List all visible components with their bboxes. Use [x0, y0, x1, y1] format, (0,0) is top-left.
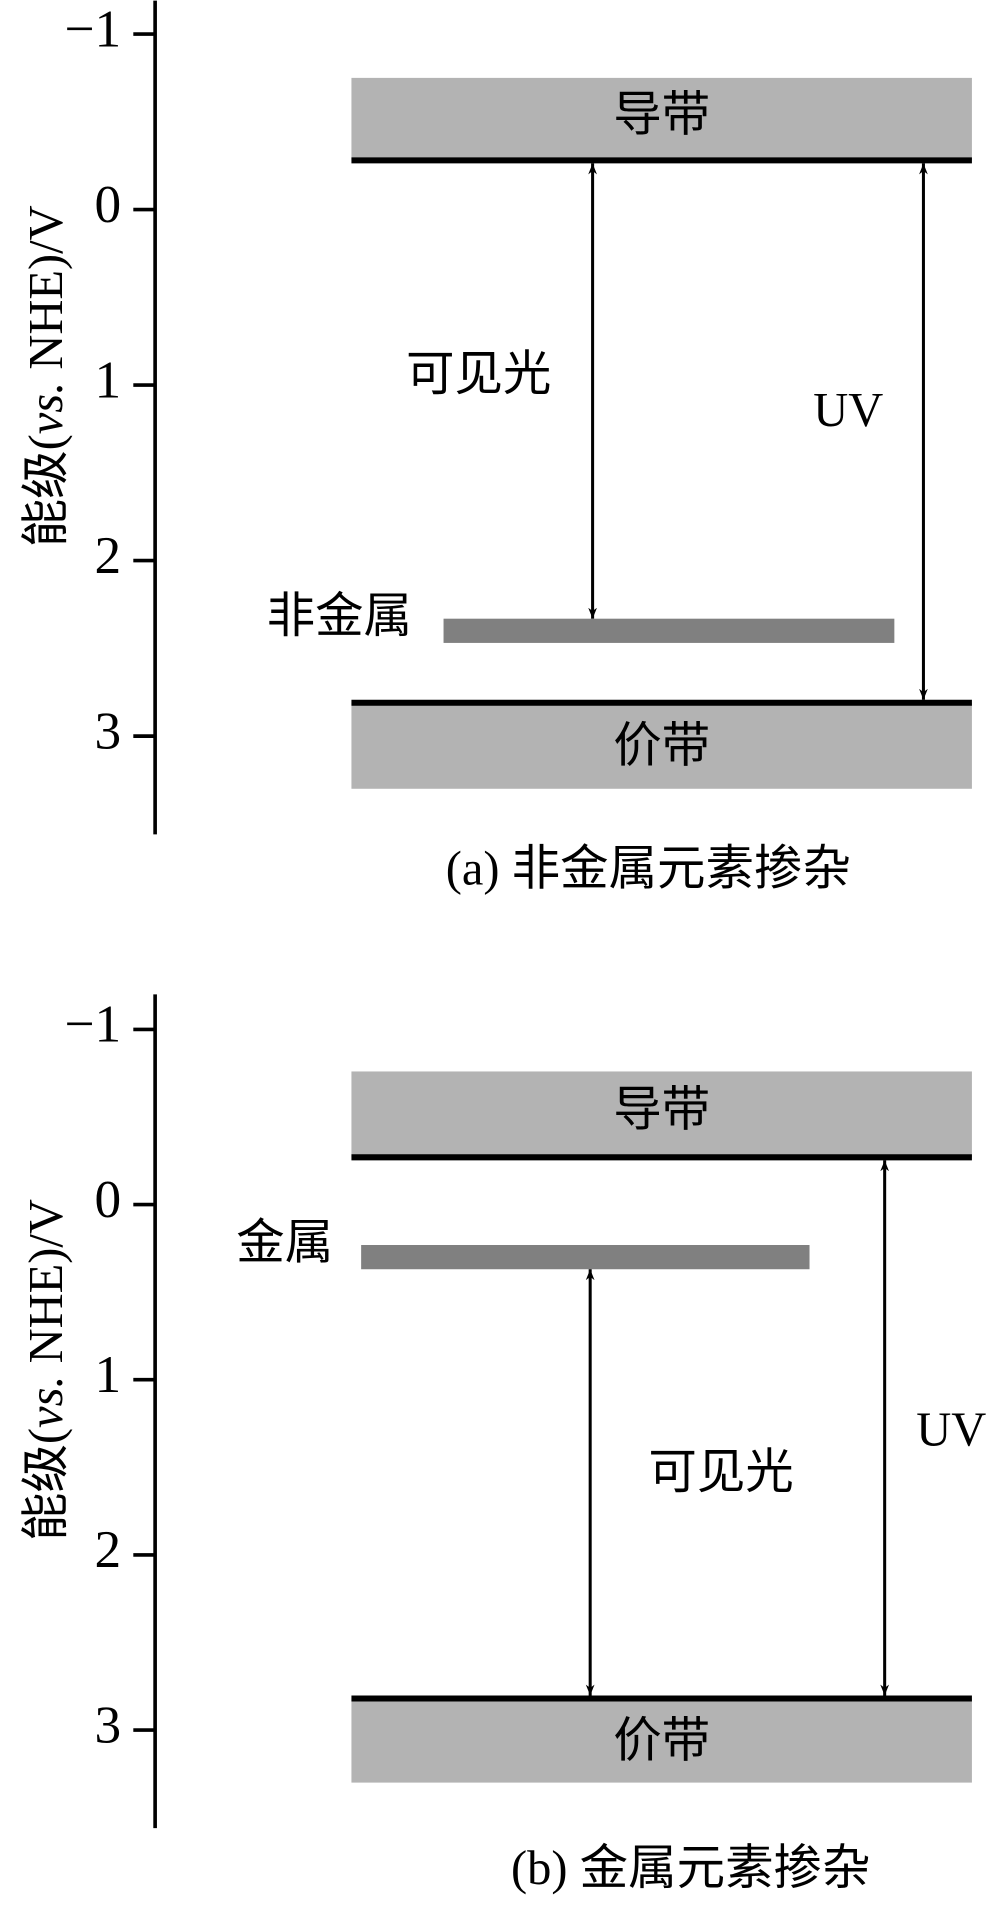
conduction-band	[351, 77, 972, 161]
valence-band-label: 价带	[613, 1715, 710, 1768]
valence-band-label: 价带	[613, 720, 710, 773]
y-label-prefix: 能级(	[20, 434, 73, 547]
dopant-level	[443, 618, 895, 643]
y-label-prefix: 能级(	[20, 1428, 73, 1541]
y-tick-label: 1	[95, 1344, 122, 1404]
valence-band	[351, 702, 972, 789]
y-tick-label: 1	[95, 349, 122, 409]
y-label-suffix: NHE)/V	[20, 205, 73, 381]
conduction-band-label: 导带	[613, 1083, 710, 1136]
uv-label: UV	[916, 1403, 986, 1456]
y-tick-label: 3	[95, 700, 122, 760]
dopant-label: 非金属	[267, 590, 412, 643]
y-label-italic: vs.	[20, 1375, 73, 1428]
y-tick-label: 2	[95, 525, 122, 585]
y-axis-label: 能级(vs. NHE)/V	[20, 1199, 73, 1541]
caption: (a) 非金属元素掺杂	[446, 842, 851, 895]
y-tick-label: 2	[95, 1519, 122, 1579]
y-label-suffix: NHE)/V	[20, 1199, 73, 1375]
y-tick-label: 3	[95, 1694, 122, 1754]
y-axis-label: 能级(vs. NHE)/V	[20, 205, 73, 547]
y-tick-label: 0	[95, 1169, 122, 1229]
valence-band	[351, 1698, 972, 1783]
uv-label: UV	[813, 384, 883, 437]
conduction-band	[351, 1071, 972, 1158]
caption: (b) 金属元素掺杂	[511, 1842, 870, 1895]
y-tick-label: −1	[64, 994, 121, 1054]
conduction-band-label: 导带	[613, 88, 710, 141]
y-label-italic: vs.	[20, 382, 73, 434]
dopant-level	[361, 1245, 810, 1270]
y-tick-label: −1	[64, 0, 121, 58]
visible-label: 可见光	[406, 348, 551, 401]
y-tick-label: 0	[95, 174, 122, 234]
visible-label: 可见光	[648, 1446, 793, 1499]
dopant-label: 金属	[236, 1217, 333, 1270]
